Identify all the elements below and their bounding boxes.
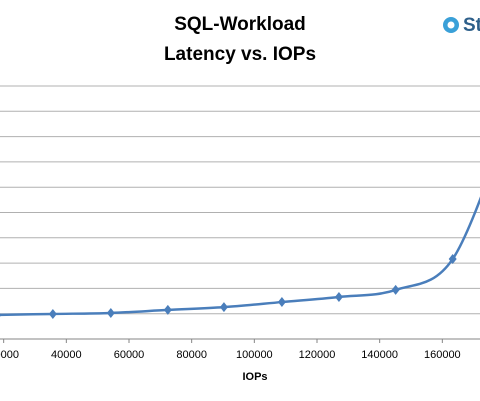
x-axis-label: IOPs	[242, 371, 267, 383]
x-tick-label: 160000	[424, 349, 461, 361]
x-tick-label: 100000	[236, 349, 273, 361]
data-point	[48, 308, 57, 319]
x-tick-label: 20000	[0, 349, 19, 361]
data-point	[391, 284, 400, 295]
data-point	[106, 307, 115, 318]
data-point	[277, 297, 286, 308]
x-tick-label: 140000	[361, 349, 398, 361]
x-tick-label: 120000	[299, 349, 336, 361]
logo-text: St	[463, 15, 480, 36]
x-tick-label: 60000	[114, 349, 145, 361]
data-point	[334, 292, 343, 303]
data-point	[163, 304, 172, 315]
x-tick-label: 40000	[51, 349, 82, 361]
chart-title: SQL-Workload	[174, 14, 306, 35]
logo-icon-inner	[447, 21, 455, 29]
data-point	[448, 254, 457, 265]
data-point	[0, 313, 2, 317]
chart-subtitle: Latency vs. IOPs	[164, 44, 316, 65]
x-tick-label: 80000	[176, 349, 207, 361]
data-point	[219, 302, 228, 313]
series-line	[0, 196, 480, 317]
